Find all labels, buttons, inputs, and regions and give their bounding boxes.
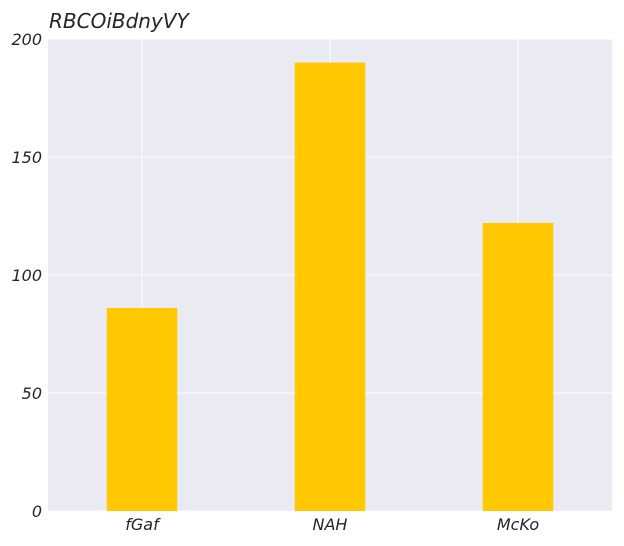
y-tick-label: 200 [11, 30, 42, 49]
y-tick-label: 100 [11, 266, 42, 285]
bar-McKo [482, 223, 554, 511]
y-tick-label: 150 [11, 148, 42, 167]
x-axis-ticks: fGaf NAH McKo [125, 515, 539, 534]
x-tick-label: fGaf [125, 515, 161, 534]
x-tick-label: NAH [313, 515, 348, 534]
bar-fGaf [106, 308, 178, 511]
y-axis-ticks: 0 50 100 150 200 [11, 30, 42, 521]
y-tick-label: 50 [22, 384, 42, 403]
x-tick-label: McKo [497, 515, 540, 534]
bars [106, 62, 554, 511]
y-tick-label: 0 [32, 502, 42, 521]
bar-NAH [294, 62, 366, 511]
chart-title: RBCOiBdnyVY [49, 9, 190, 33]
